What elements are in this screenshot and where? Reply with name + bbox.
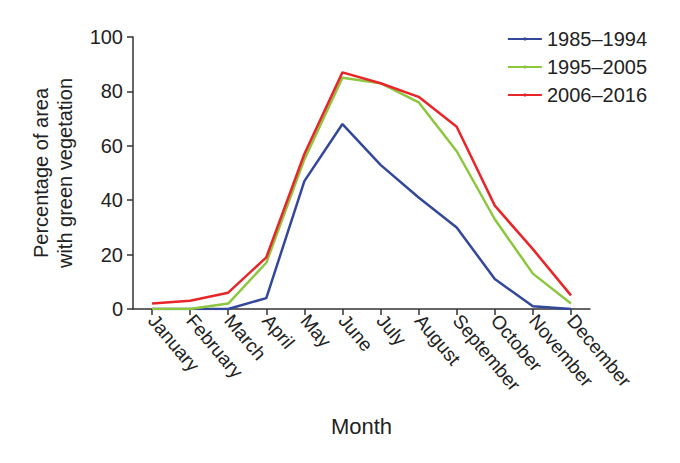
svg-text:1985–1994: 1985–1994: [547, 28, 647, 50]
svg-text:Percentage of area: Percentage of area: [30, 87, 52, 258]
svg-text:80: 80: [101, 80, 123, 102]
svg-text:June: June: [334, 310, 377, 355]
svg-text:0: 0: [112, 298, 123, 320]
svg-text:2006–2016: 2006–2016: [547, 84, 647, 106]
svg-text:February: February: [182, 310, 248, 382]
svg-text:20: 20: [101, 244, 123, 266]
svg-text:October: October: [486, 310, 547, 376]
svg-text:December: December: [563, 310, 636, 391]
svg-text:Month: Month: [331, 414, 392, 439]
svg-text:April: April: [258, 310, 299, 353]
svg-text:100: 100: [90, 26, 123, 48]
svg-text:May: May: [296, 310, 335, 351]
svg-text:November: November: [524, 310, 598, 391]
svg-text:September: September: [448, 310, 525, 395]
svg-text:July: July: [372, 310, 410, 350]
svg-text:March: March: [220, 310, 270, 364]
svg-text:January: January: [144, 310, 204, 376]
svg-text:1995–2005: 1995–2005: [547, 56, 647, 78]
svg-text:40: 40: [101, 189, 123, 211]
svg-text:with green vegetation: with green vegetation: [54, 78, 76, 269]
svg-text:60: 60: [101, 135, 123, 157]
svg-text:August: August: [410, 310, 465, 370]
